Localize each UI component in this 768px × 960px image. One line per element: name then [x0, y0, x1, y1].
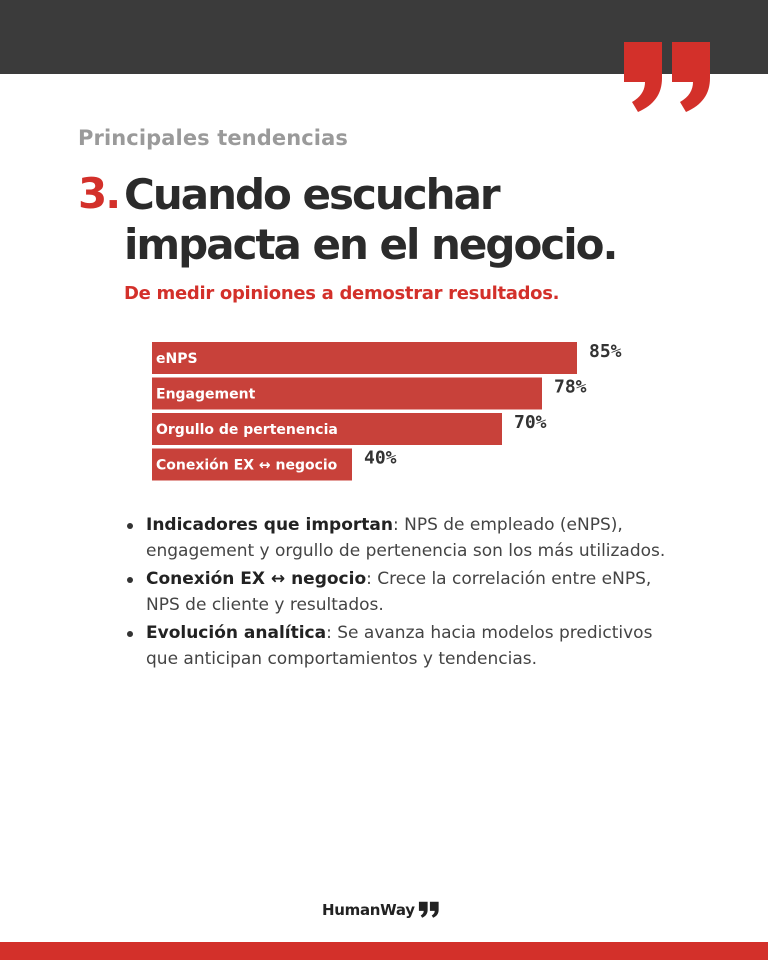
bullet-text: : Crece la correlación entre eNPS, NPS d…	[146, 569, 652, 615]
section-kicker: Principales tendencias	[78, 126, 348, 150]
bullet-item: Evolución analítica: Se avanza hacia mod…	[127, 620, 686, 672]
bar-1	[152, 377, 542, 410]
bar-3	[152, 448, 352, 481]
bullet-dot-icon	[127, 577, 133, 583]
page-title: Cuando escuchar impacta en el negocio.	[124, 170, 618, 269]
bar-value-label: 70%	[514, 412, 547, 433]
brand-name-a: Human	[322, 901, 381, 919]
bar-2	[152, 413, 502, 445]
bar-value-label: 78%	[554, 377, 587, 398]
bar-value-label: 40%	[364, 448, 397, 469]
bar-category-label: Conexión EX ↔ negocio	[156, 458, 338, 474]
bullet-dot-icon	[127, 631, 133, 637]
double-quote-icon	[418, 901, 439, 918]
bullet-term: Evolución analítica	[146, 623, 327, 643]
bullet-item: Indicadores que importan: NPS de emplead…	[127, 512, 686, 564]
bar-category-label: Orgullo de pertenencia	[156, 422, 338, 438]
bullet-term: Indicadores que importan	[146, 515, 393, 535]
brand-name-b: Way	[380, 901, 415, 919]
bar-value-label: 85%	[589, 341, 622, 362]
bullet-dot-icon	[127, 523, 133, 529]
bar-category-label: Engagement	[156, 387, 256, 403]
bullet-list: Indicadores que importan: NPS de emplead…	[122, 512, 686, 674]
brand-logo: HumanWay	[322, 898, 440, 922]
closing-quote-icon	[624, 42, 710, 112]
bullet-text: : NPS de empleado (eNPS), engagement y o…	[146, 515, 666, 561]
bullet-item: Conexión EX ↔ negocio: Crece la correlac…	[127, 566, 686, 618]
bar-category-label: eNPS	[156, 351, 198, 367]
trend-number: 3.	[78, 169, 121, 218]
bar-chart: eNPS 85% Engagement 78% Orgullo de pertenenc…	[152, 341, 622, 481]
bullet-text: : Se avanza hacia modelos predictivos qu…	[146, 623, 653, 669]
bullet-term: Conexión EX ↔ negocio	[146, 569, 367, 589]
page-subtitle: De medir opiniones a demostrar resultado…	[124, 283, 560, 304]
bar-0	[152, 342, 577, 374]
brand-name: HumanWay	[322, 901, 415, 919]
bottom-bar	[0, 942, 768, 960]
